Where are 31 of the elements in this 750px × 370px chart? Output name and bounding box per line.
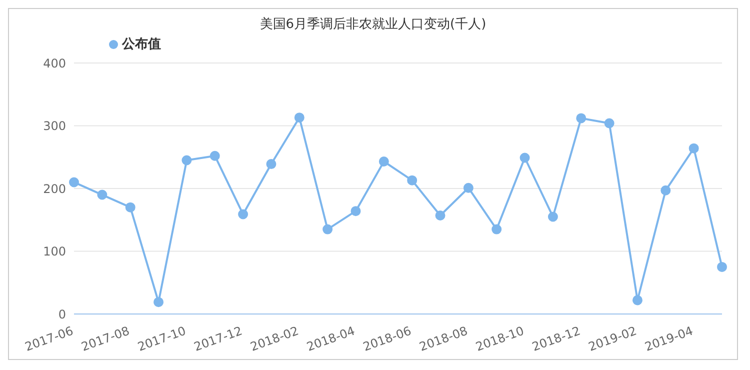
y-tick-label: 0 <box>58 307 66 322</box>
y-tick-label: 300 <box>43 119 66 134</box>
point <box>238 209 248 220</box>
y-tick-label: 200 <box>43 182 66 196</box>
point <box>350 206 361 216</box>
point <box>463 182 474 193</box>
point <box>154 297 164 308</box>
point <box>407 175 418 186</box>
point <box>294 112 304 123</box>
point <box>632 295 642 306</box>
point <box>520 152 530 163</box>
chart-title: 美国6月季调后非农就业人口变动(千人) <box>258 16 488 34</box>
point <box>182 155 192 166</box>
point <box>548 212 558 222</box>
point <box>604 118 614 128</box>
point <box>435 210 446 220</box>
point <box>717 262 727 272</box>
y-tick-label: 100 <box>43 244 66 259</box>
point <box>322 224 333 234</box>
point <box>210 150 220 161</box>
point <box>576 113 586 124</box>
y-tick-label: 400 <box>43 56 66 70</box>
point <box>69 177 79 188</box>
legend-label: 公布值 <box>122 37 161 52</box>
point <box>266 159 276 170</box>
point <box>97 190 108 200</box>
point <box>660 185 671 196</box>
point <box>125 202 136 212</box>
point <box>492 224 502 234</box>
point <box>378 156 389 167</box>
point <box>688 143 699 154</box>
